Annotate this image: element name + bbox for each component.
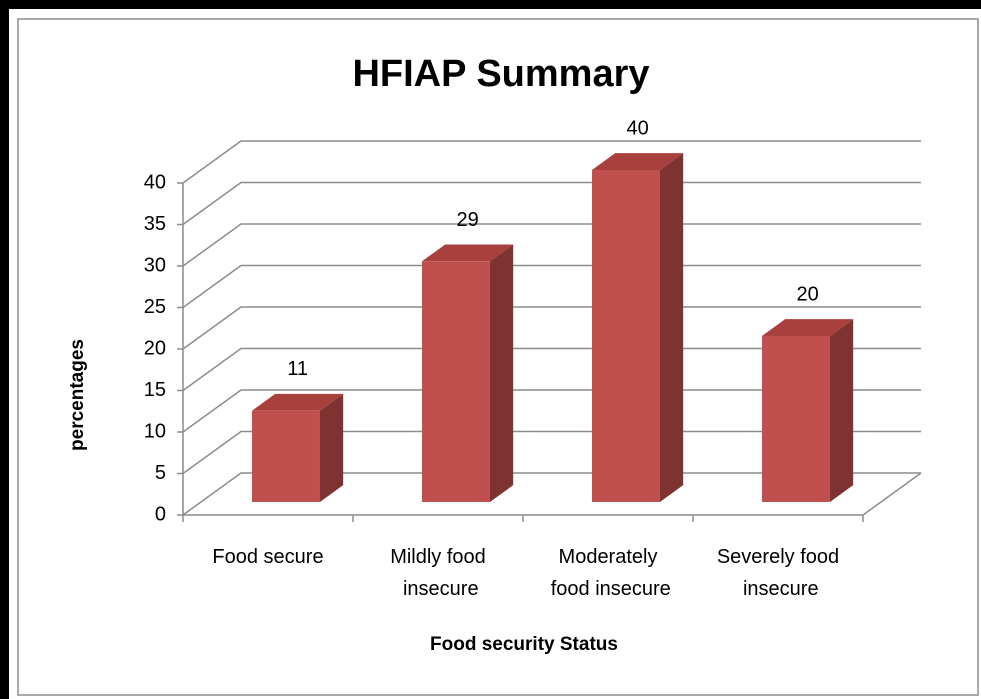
y-tick-label: 10 [144, 420, 166, 442]
x-axis-label: Food security Status [430, 634, 618, 655]
grid-line [182, 264, 921, 309]
grid-line [182, 140, 921, 184]
y-tick-label: 30 [144, 254, 166, 276]
grid-line [182, 347, 921, 392]
x-tick-label: Moderately food insecure [545, 546, 671, 600]
bar-top [591, 153, 684, 170]
grid-line [182, 389, 921, 433]
chart-border [17, 18, 979, 696]
bar-side [829, 319, 854, 502]
y-tick-label: 35 [144, 213, 166, 235]
chart-title: HFIAP Summary [352, 53, 649, 95]
y-tick-label: 0 [155, 503, 166, 525]
grid-line [182, 306, 921, 350]
bar-side [659, 153, 684, 502]
value-label: 40 [626, 117, 648, 139]
y-tick-label: 20 [144, 337, 166, 359]
y-axis-label: percentages [67, 339, 88, 451]
bar [761, 335, 830, 502]
bar-top [761, 319, 854, 336]
frame-left [0, 0, 9, 699]
y-tick-label: 15 [144, 379, 166, 401]
grid-line [182, 223, 921, 267]
y-tick-label: 5 [155, 462, 166, 484]
bar [421, 261, 490, 502]
value-label: 29 [456, 209, 478, 231]
bar-top [251, 393, 344, 411]
x-tick-label: Food secure [212, 546, 323, 568]
bar-side [489, 244, 514, 502]
value-label: 20 [796, 283, 818, 305]
value-label: 11 [287, 358, 308, 380]
x-tick-label: Mildly food insecure [390, 546, 486, 600]
y-tick-label: 40 [144, 171, 166, 193]
bar-side [319, 393, 344, 502]
grid-line [182, 472, 921, 516]
bar-top [421, 244, 514, 262]
bar [251, 410, 320, 502]
y-tick-label: 25 [144, 296, 166, 318]
grid-line [182, 181, 921, 226]
x-tick-label: Severely food insecure [717, 546, 839, 600]
bar [591, 169, 660, 502]
grid-line [182, 430, 921, 475]
frame-top [0, 0, 981, 9]
